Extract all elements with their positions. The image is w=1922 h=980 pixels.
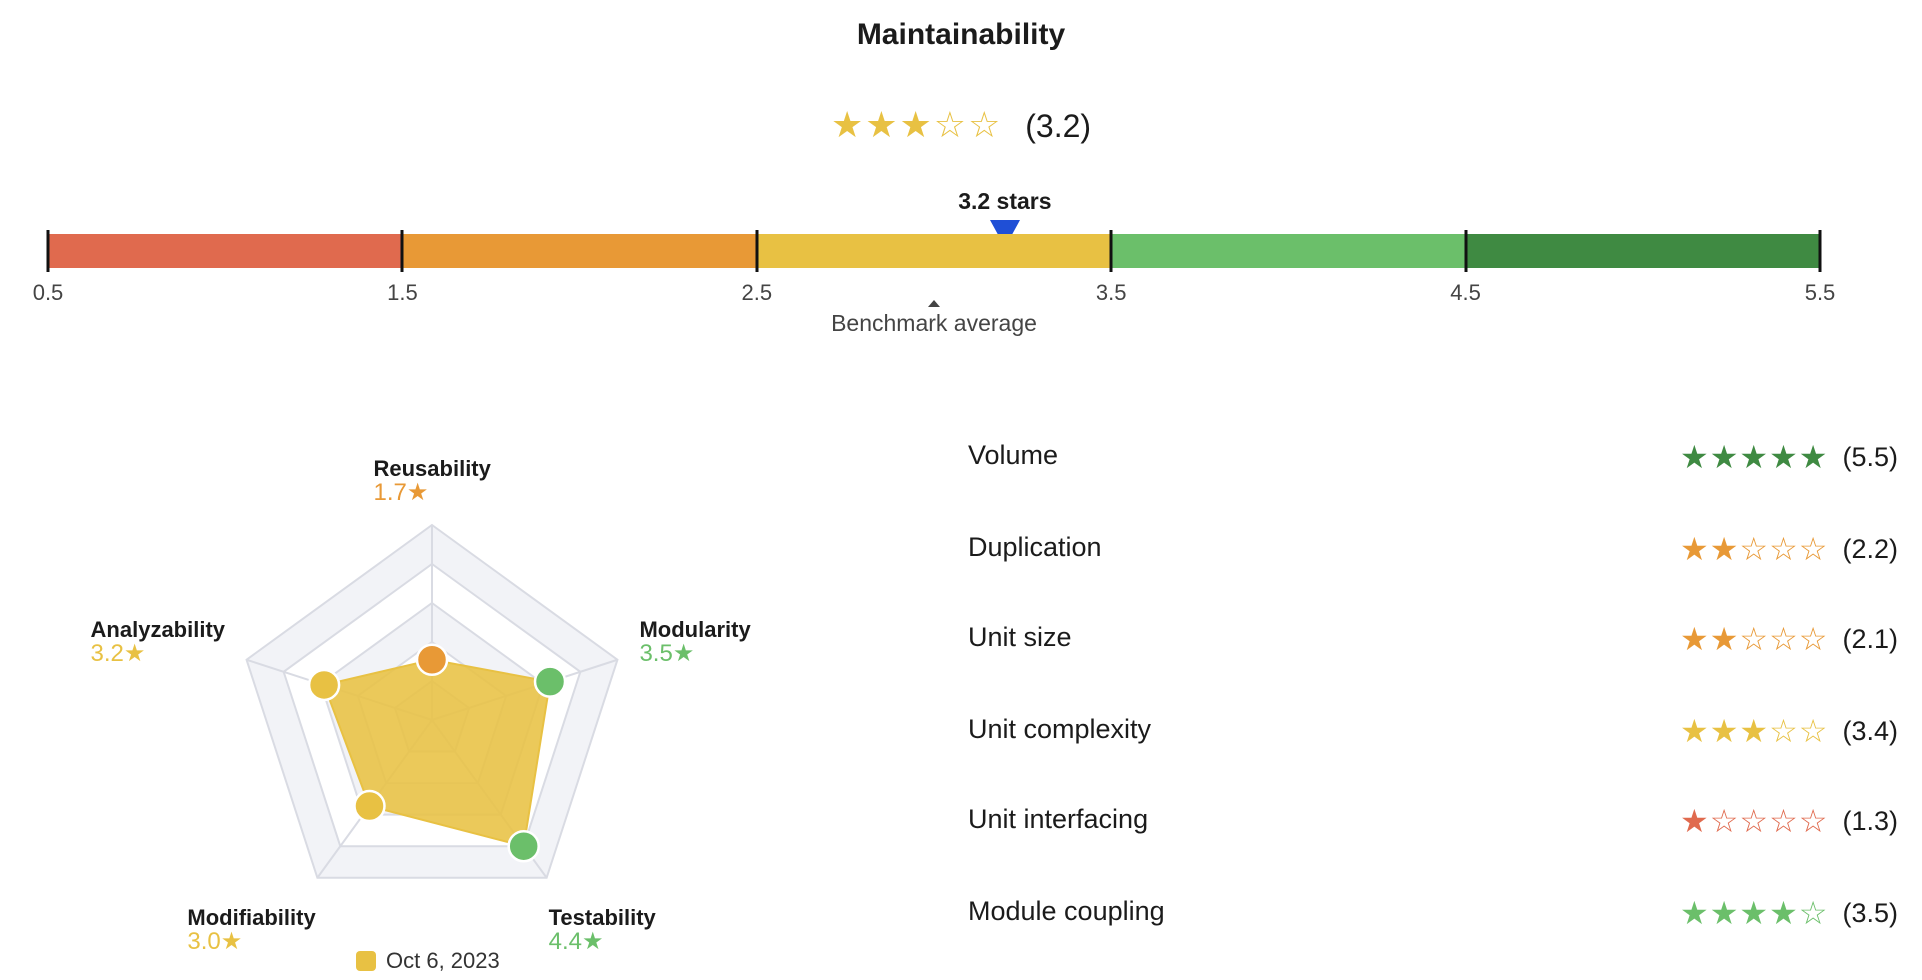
metric-value: (1.3) — [1842, 805, 1898, 836]
metric-rating: ★★☆☆☆ (2.1) — [1680, 620, 1898, 658]
metric-name: Unit interfacing — [968, 804, 1149, 834]
radar-legend[interactable]: Oct 6, 2023 — [356, 948, 500, 974]
scale-segment — [1111, 234, 1466, 268]
radar-label-testability: Testability 4.4★ — [549, 906, 656, 954]
scale-tick-label: 3.5 — [1095, 280, 1127, 305]
overall-value: (3.2) — [1025, 108, 1092, 144]
metric-stars: ★★★★★ — [1680, 439, 1829, 475]
scale-tick — [1464, 230, 1468, 272]
metric-name: Duplication — [968, 532, 1102, 562]
radar-axis-score: 3.0★ — [187, 927, 243, 955]
scale-tick-label: 4.5 — [1450, 280, 1481, 305]
scale-tick — [755, 230, 759, 272]
scale-tick-label: 0.5 — [32, 280, 64, 305]
radar-axis-score: 1.7★ — [373, 479, 429, 507]
metric-row: Module coupling ★★★★☆ (3.5) — [968, 894, 1898, 936]
scale-segments — [48, 234, 1820, 268]
radar-label-modularity: Modularity 3.5★ — [639, 618, 750, 666]
radar-axis-name: Testability — [548, 904, 656, 930]
benchmark-caret-icon — [928, 300, 940, 307]
metric-value: (2.2) — [1842, 533, 1898, 564]
metric-row: Volume ★★★★★ (5.5) — [968, 438, 1898, 480]
radar-point-reusability[interactable] — [415, 643, 449, 676]
radar-axis-name: Reusability — [373, 456, 491, 481]
radar-label-reusability: Reusability 1.7★ — [374, 457, 491, 505]
scale-segment — [756, 234, 1112, 268]
page-title: Maintainability — [856, 18, 1066, 51]
scale-tick-label: 2.5 — [741, 280, 773, 305]
metric-rating: ★★☆☆☆ (2.2) — [1680, 530, 1898, 568]
metric-stars: ★★★☆☆ — [1680, 713, 1829, 749]
scale-tick-label: 1.5 — [387, 280, 418, 305]
metric-row: Duplication ★★☆☆☆ (2.2) — [968, 530, 1898, 572]
radar-chart: Reusability 1.7★ Modularity 3.5★ Testability… — [60, 410, 840, 970]
scale-tick — [1818, 230, 1822, 272]
radar-axis-score: 3.5★ — [639, 639, 695, 667]
radar-svg — [245, 523, 619, 879]
metric-row: Unit complexity ★★★☆☆ (3.4) — [968, 712, 1898, 754]
metric-value: (3.5) — [1842, 897, 1898, 928]
metric-name: Volume — [968, 440, 1059, 470]
metric-row: Unit interfacing ★☆☆☆☆ (1.3) — [968, 802, 1898, 844]
metric-stars: ★★☆☆☆ — [1680, 621, 1829, 657]
radar-axis-name: Modifiability — [187, 904, 316, 930]
benchmark-label: Benchmark average — [831, 310, 1037, 336]
overall-rating: ★★★☆☆ (3.2) — [0, 104, 1922, 146]
overall-stars: ★★★☆☆ — [830, 104, 1003, 145]
metric-name: Unit complexity — [968, 714, 1152, 744]
scale-tick — [46, 230, 50, 272]
metric-name: Unit size — [968, 622, 1072, 652]
radar-point-modularity[interactable] — [533, 665, 567, 698]
scale-segment — [402, 234, 757, 268]
marker-label: 3.2 stars — [958, 188, 1052, 214]
scale-segment — [48, 234, 403, 268]
scale-tick-label: 5.5 — [1804, 280, 1836, 305]
metric-rating: ★☆☆☆☆ (1.3) — [1680, 802, 1898, 840]
metric-name: Module coupling — [968, 896, 1165, 926]
scale-tick — [400, 230, 404, 272]
metric-value: (5.5) — [1842, 441, 1898, 472]
radar-point-modifiability[interactable] — [353, 789, 386, 823]
radar-label-analyzability: Analyzability 3.2★ — [91, 618, 225, 666]
legend-swatch — [356, 951, 376, 971]
radar-axis-score: 4.4★ — [548, 927, 604, 955]
radar-point-analyzability[interactable] — [307, 668, 341, 702]
metric-rating: ★★★★★ (5.5) — [1680, 438, 1898, 476]
radar-label-modifiability: Modifiability 3.0★ — [187, 906, 315, 954]
radar-point-testability[interactable] — [507, 829, 540, 863]
metric-rating: ★★★☆☆ (3.4) — [1680, 712, 1898, 750]
legend-label: Oct 6, 2023 — [386, 948, 500, 973]
scale-segment — [1465, 234, 1820, 268]
metric-row: Unit size ★★☆☆☆ (2.1) — [968, 620, 1898, 662]
metric-rating: ★★★★☆ (3.5) — [1680, 894, 1898, 932]
metric-stars: ★☆☆☆☆ — [1680, 803, 1829, 839]
scale-tick — [1109, 230, 1113, 272]
radar-axis-score: 3.2★ — [90, 639, 146, 667]
metric-value: (2.1) — [1842, 623, 1898, 654]
metric-value: (3.4) — [1842, 715, 1898, 746]
rating-scale: 3.2 stars Benchmark average 0.5 1.5 2.5 3.5… — [33, 180, 1836, 340]
radar-axis-name: Modularity — [639, 616, 751, 642]
metric-stars: ★★★★☆ — [1680, 895, 1829, 931]
metric-stars: ★★☆☆☆ — [1680, 531, 1829, 567]
radar-axis-name: Analyzability — [90, 616, 226, 642]
